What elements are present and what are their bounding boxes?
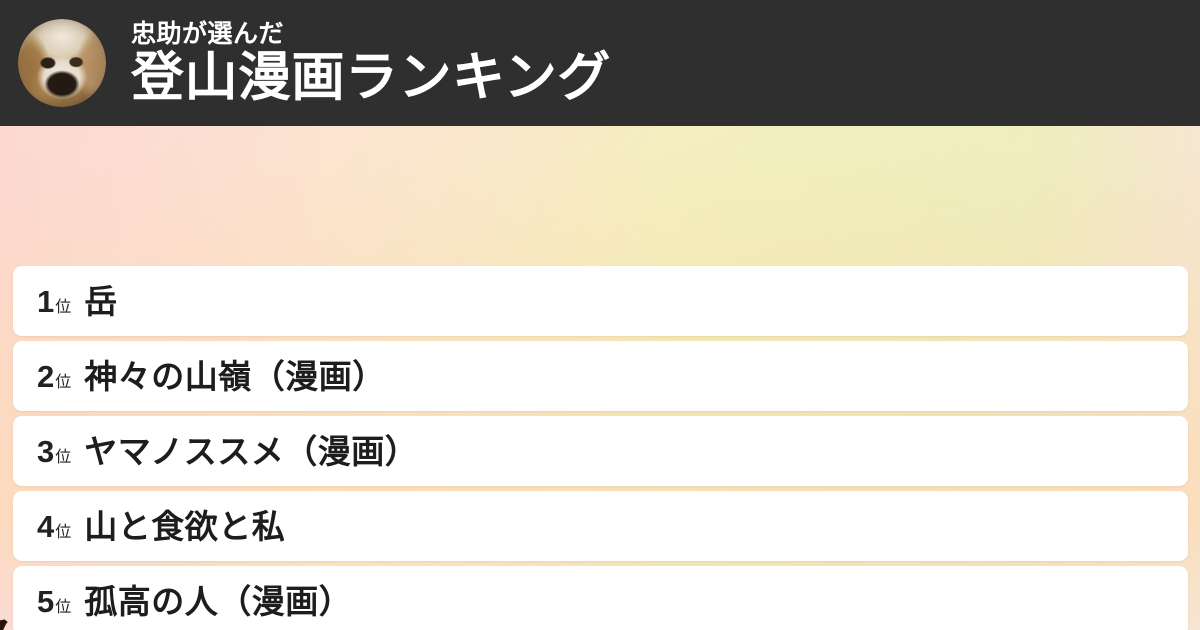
rank-title: ヤマノススメ（漫画） [84, 432, 419, 470]
rank-title: 山と食欲と私 [84, 507, 286, 545]
rank-number: 2 [37, 358, 55, 394]
rank-badge: 4 位 [37, 511, 71, 542]
rank-number: 3 [37, 433, 55, 469]
header-bar: 忠助が選んだ 登山漫画ランキング [0, 0, 1200, 126]
list-item[interactable]: 5 位 孤高の人（漫画） [13, 566, 1188, 630]
list-item[interactable]: 2 位 神々の山嶺（漫画） [13, 341, 1188, 411]
rank-unit: 位 [55, 523, 72, 541]
page-title: 登山漫画ランキング [131, 48, 611, 108]
rank-number: 5 [37, 583, 55, 619]
rank-badge: 5 位 [37, 586, 71, 617]
avatar [18, 19, 106, 107]
list-item[interactable]: 3 位 ヤマノススメ（漫画） [13, 416, 1188, 486]
rank-badge: 1 位 [37, 286, 71, 317]
rank-unit: 位 [55, 298, 72, 316]
list-item[interactable]: 4 位 山と食欲と私 [13, 491, 1188, 561]
list-item[interactable]: 1 位 岳 [13, 266, 1188, 336]
ranking-list: 1 位 岳 2 位 神々の山嶺（漫画） 3 位 ヤマノススメ（漫画） 4 位 [13, 266, 1188, 630]
rank-badge: 2 位 [37, 361, 71, 392]
rank-unit: 位 [55, 373, 72, 391]
rank-unit: 位 [55, 448, 72, 466]
rank-unit: 位 [55, 598, 72, 616]
rank-title: 岳 [84, 282, 118, 320]
rank-number: 1 [37, 283, 55, 319]
header-subtitle: 忠助が選んだ [131, 19, 285, 48]
rank-title: 孤高の人（漫画） [84, 582, 353, 620]
rank-title: 神々の山嶺（漫画） [84, 357, 386, 395]
header-text-block: 忠助が選んだ 登山漫画ランキング [131, 21, 611, 105]
rank-number: 4 [37, 508, 55, 544]
rank-badge: 3 位 [37, 436, 71, 467]
dog-avatar-image [18, 19, 106, 107]
